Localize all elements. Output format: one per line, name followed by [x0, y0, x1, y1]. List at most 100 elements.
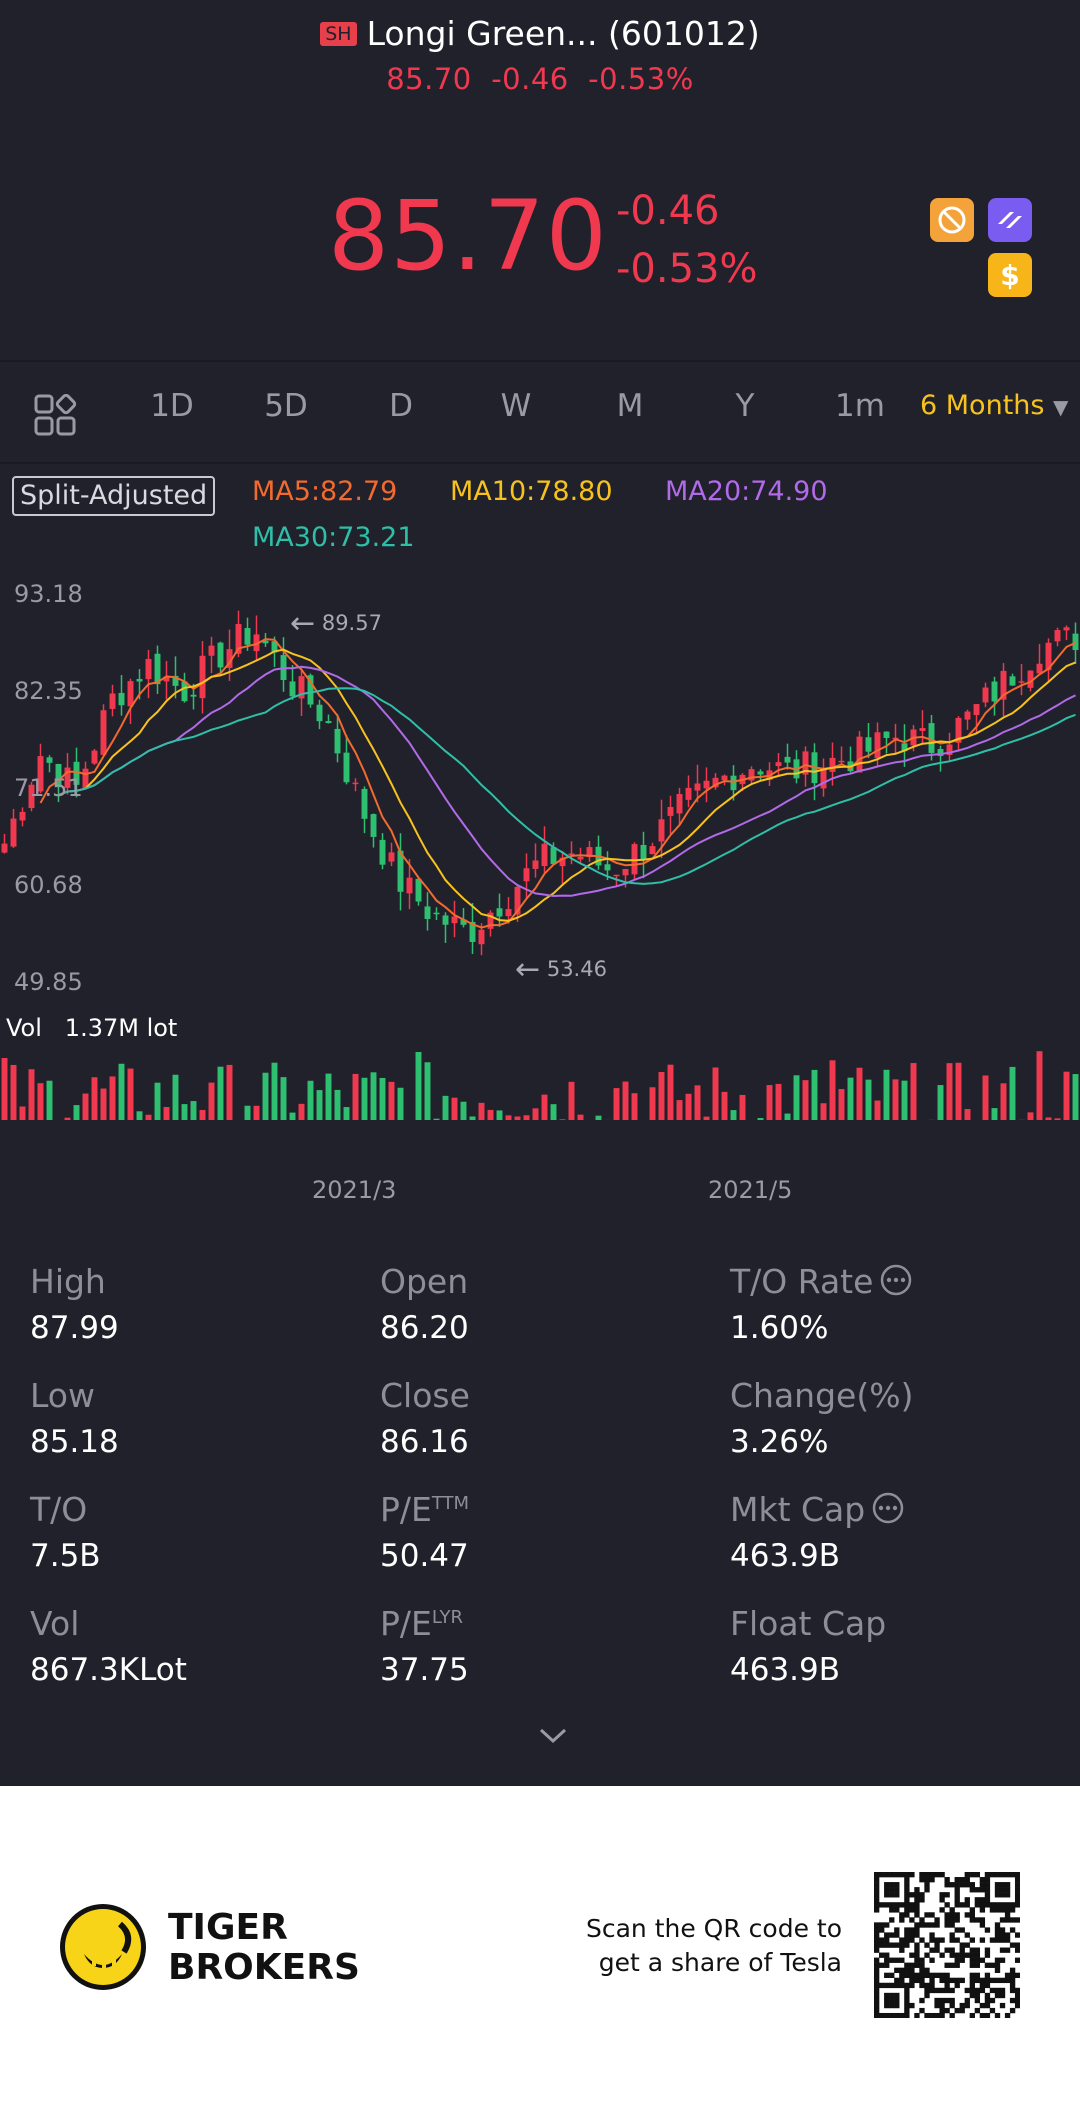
qr-module — [919, 1897, 925, 1903]
volume-bar — [415, 1051, 422, 1120]
qr-module — [884, 1982, 890, 1989]
qr-module — [899, 1912, 905, 1918]
candle-body — [550, 847, 557, 865]
qr-module — [999, 1872, 1006, 1878]
qr-module — [984, 1887, 991, 1893]
candle-body — [1000, 670, 1007, 700]
quote-header: SH Longi Green... (601012) 85.70 -0.46 -0… — [0, 0, 1080, 360]
volume-bar — [154, 1082, 161, 1120]
qr-module — [944, 1962, 950, 1968]
stat-label-text: T/O — [30, 1490, 88, 1529]
exchange-badge: SH — [320, 22, 357, 46]
qr-module — [919, 1962, 925, 1968]
qr-module — [999, 1947, 1006, 1953]
qr-module — [934, 1942, 940, 1948]
candle-body — [532, 860, 539, 869]
title-subline: 85.70 -0.46 -0.53% — [0, 62, 1080, 96]
tab-w[interactable]: W — [500, 388, 532, 424]
qr-module — [979, 2002, 986, 2009]
qr-module — [884, 2002, 890, 2009]
tab-1d[interactable]: 1D — [150, 388, 194, 424]
qr-module — [944, 1972, 950, 1979]
tabs-divider — [0, 462, 1080, 464]
svg-text:$: $ — [1000, 259, 1019, 292]
candle-body — [289, 681, 296, 697]
volume-bar — [316, 1090, 323, 1120]
qr-module — [884, 1957, 890, 1963]
tab-d[interactable]: D — [389, 388, 413, 424]
candle-body — [469, 922, 476, 942]
qr-module — [909, 1952, 915, 1958]
qr-module — [874, 1957, 880, 1963]
volume-bar — [631, 1093, 638, 1120]
volume-label: Vol — [6, 1014, 42, 1042]
qr-module — [909, 1907, 915, 1913]
candle-body — [613, 874, 620, 877]
candle-body — [1036, 663, 1043, 674]
qr-module — [1014, 1902, 1020, 1908]
qr-module — [929, 2012, 935, 2018]
tab-5d[interactable]: 5D — [264, 388, 308, 424]
tab-y[interactable]: Y — [735, 388, 755, 424]
grid-menu-icon[interactable] — [34, 393, 78, 442]
candle-body — [316, 704, 323, 722]
volume-bar — [1036, 1051, 1043, 1120]
qr-module — [944, 1877, 950, 1883]
qr-code[interactable] — [874, 1872, 1020, 2018]
qr-module — [924, 1972, 930, 1979]
qr-module — [974, 2007, 981, 2014]
qr-module — [979, 1902, 986, 1908]
info-more-icon[interactable] — [865, 1490, 905, 1529]
volume-bar — [694, 1085, 701, 1120]
qr-module — [924, 1887, 930, 1893]
qr-module — [874, 1977, 880, 1984]
qr-module — [944, 1912, 950, 1918]
tab-1m[interactable]: 1m — [835, 388, 885, 424]
candle-body — [523, 868, 530, 882]
qr-module — [949, 2012, 955, 2018]
stock-title[interactable]: SH Longi Green... (601012) — [0, 14, 1080, 53]
qr-module — [969, 1952, 975, 1958]
qr-module — [904, 1892, 910, 1898]
qr-module — [924, 1877, 930, 1883]
qr-module — [974, 1957, 981, 1963]
stat-value: 463.9B — [730, 1652, 841, 1688]
volume-bar — [541, 1094, 548, 1120]
qr-module — [959, 2002, 965, 2009]
volume-bar — [388, 1081, 395, 1120]
volume-bar — [271, 1062, 278, 1120]
info-more-icon[interactable] — [873, 1262, 913, 1301]
kline-chart[interactable] — [0, 560, 1080, 1120]
qr-module — [984, 1982, 991, 1989]
stat-label-text: Low — [30, 1376, 95, 1415]
qr-module — [914, 1947, 920, 1953]
scan-line2: get a share of Tesla — [598, 1948, 842, 1977]
no-trade-icon[interactable] — [930, 198, 974, 242]
qr-module — [1009, 1917, 1016, 1923]
qr-module — [889, 1907, 895, 1913]
qr-module — [999, 1927, 1006, 1933]
qr-module — [884, 1942, 890, 1948]
candle-body — [1, 843, 8, 853]
qr-module — [1004, 1907, 1011, 1913]
volume-bar — [379, 1077, 386, 1120]
qr-module — [959, 1882, 965, 1888]
volume-bar — [208, 1082, 215, 1120]
volume-bar — [1072, 1074, 1079, 1120]
stat-value: 37.75 — [380, 1652, 469, 1688]
qr-module — [929, 1987, 935, 1994]
qr-module — [1004, 1882, 1011, 1888]
qr-module — [919, 1977, 925, 1984]
qr-module — [1004, 1937, 1011, 1943]
connect-icon[interactable] — [988, 198, 1032, 242]
volume-bar — [262, 1072, 269, 1120]
dollar-icon[interactable]: $ — [988, 253, 1032, 297]
candle-body — [55, 763, 62, 788]
tab-m[interactable]: M — [616, 388, 644, 424]
expand-chevron-icon[interactable] — [538, 1726, 568, 1750]
qr-module — [994, 1957, 1001, 1963]
split-adjusted-toggle[interactable]: Split-Adjusted — [12, 476, 216, 516]
qr-module — [964, 1952, 970, 1958]
range-dropdown[interactable]: 6 Months ▼ — [920, 390, 1068, 421]
candle-body — [982, 687, 989, 703]
